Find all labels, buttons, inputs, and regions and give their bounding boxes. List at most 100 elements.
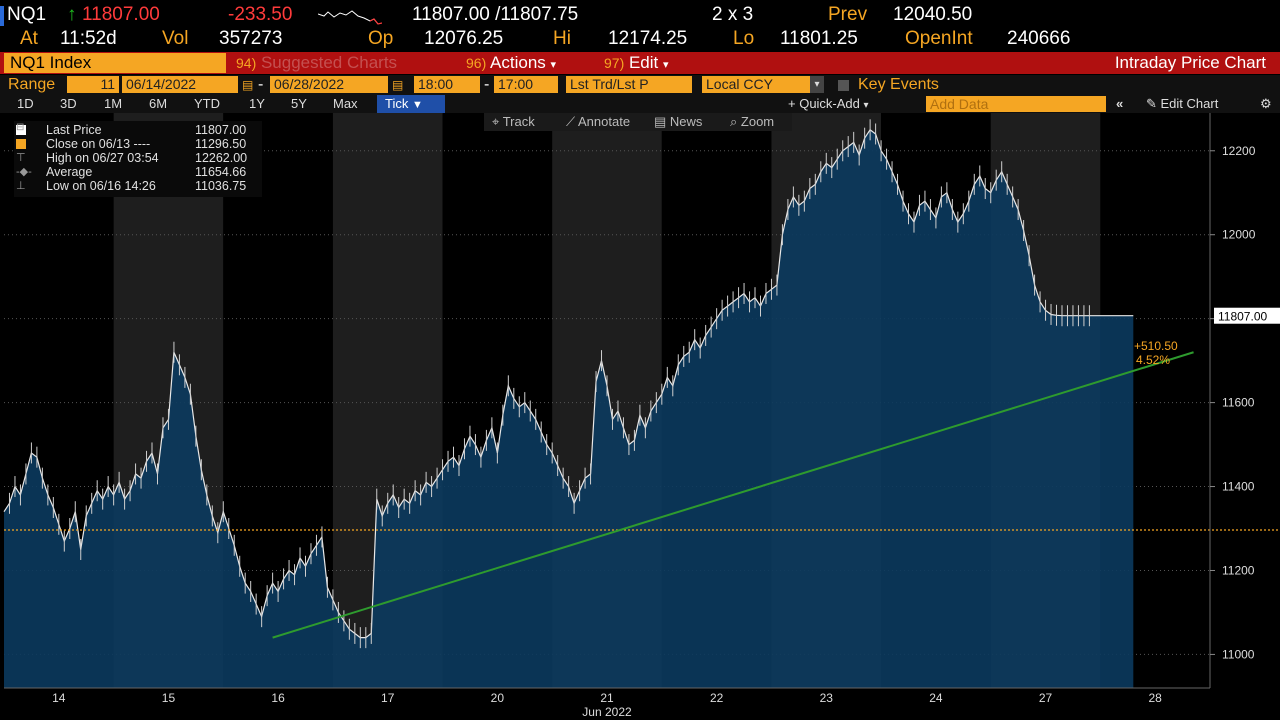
period-3d[interactable]: 3D	[60, 96, 77, 111]
prev-close: 12040.50	[893, 4, 973, 25]
news-button[interactable]: ▤ News	[654, 113, 702, 131]
y-tick-label: 11400	[1222, 480, 1255, 494]
suggested-charts-label: Suggested Charts	[260, 53, 398, 72]
vol-label: Vol	[162, 28, 189, 49]
y-tick-label: 11600	[1222, 396, 1255, 410]
period-ytd[interactable]: YTD	[194, 96, 220, 111]
ticker-symbol: NQ1	[7, 4, 47, 25]
calendar-icon[interactable]: ▤	[242, 78, 254, 92]
price-area-fill	[4, 129, 1134, 689]
crosshair-icon: ⌖	[492, 114, 503, 129]
period-6m[interactable]: 6M	[149, 96, 168, 111]
trendline-path	[272, 351, 1194, 639]
annotate-button[interactable]: ⟋ Annotate	[566, 113, 630, 131]
period-1m[interactable]: 1M	[104, 96, 123, 111]
x-tick-label: 16	[271, 691, 285, 705]
period-max[interactable]: Max	[333, 96, 358, 111]
last-price-tag-bg	[1214, 307, 1280, 324]
period-bar: 1D 3D 1M 6M YTD 1Y 5Y Max Tick ▼ + Quick…	[0, 95, 1280, 115]
trendline	[272, 351, 1194, 639]
end-time-field[interactable]: 17:00	[494, 76, 558, 93]
actions-label: Actions	[490, 53, 546, 72]
security-field[interactable]: NQ1 Index	[4, 53, 226, 73]
chevron-down-icon: ▼	[411, 99, 423, 111]
legend-label: Close on 06/13 ----	[46, 137, 151, 151]
news-label: News	[669, 114, 703, 129]
collapse-icon[interactable]: «	[1116, 96, 1124, 111]
volume: 357273	[219, 28, 283, 49]
edit-menu[interactable]: 97) Edit ▾	[604, 52, 669, 76]
suggested-charts-menu[interactable]: 94) Suggested Charts	[236, 52, 397, 74]
legend-label: Average	[46, 165, 93, 179]
legend-item[interactable]: Close on 06/13 ---- 11296.50	[14, 137, 262, 151]
period-5y[interactable]: 5Y	[291, 96, 307, 111]
pencil-icon: ✎	[1146, 96, 1161, 111]
legend-item[interactable]: Last Price 11807.00	[14, 123, 262, 137]
chevron-down-icon[interactable]: ▾	[810, 76, 824, 93]
low-price: 11801.25	[780, 28, 858, 49]
open-price: 12076.25	[424, 28, 504, 49]
open-interest-label: OpenInt	[905, 28, 973, 49]
open-interest: 240666	[1007, 28, 1071, 49]
calendar-icon[interactable]: ▤	[392, 78, 404, 92]
ticker-marker	[0, 6, 4, 26]
edit-chart-label: Edit Chart	[1160, 96, 1219, 111]
high-label: Hi	[553, 28, 571, 49]
quick-add-menu[interactable]: + Quick-Add ▾	[788, 95, 869, 115]
quote-header-row2: At 11:52d Vol 357273 Op 12076.25 Hi 1217…	[0, 28, 1280, 52]
x-tick-label: 24	[929, 691, 943, 705]
open-label: Op	[368, 28, 394, 49]
legend-label: Low on 06/16 14:26	[46, 179, 156, 193]
low-marker-icon: ⊥	[16, 180, 26, 192]
legend-label: Last Price	[46, 123, 102, 137]
range-value-field[interactable]: 11	[67, 76, 119, 93]
sparkline-icon	[318, 10, 382, 25]
quote-header-row1: NQ1 ↑ 11807.00 -233.50 11807.00 /11807.7…	[0, 4, 1280, 30]
y-tick-label: 11000	[1222, 647, 1255, 661]
x-tick-label: 14	[52, 691, 66, 705]
y-axis: 1100011200114001160011800120001220011807…	[1209, 113, 1280, 688]
currency-select[interactable]: Local CCY	[702, 76, 810, 93]
period-1d[interactable]: 1D	[17, 96, 34, 111]
edit-chart-button[interactable]: ✎ Edit Chart	[1146, 95, 1218, 113]
start-time-field[interactable]: 18:00	[414, 76, 480, 93]
zoom-button[interactable]: ⌕ Zoom	[730, 113, 774, 131]
high-marker-icon: ⊤	[16, 152, 26, 164]
legend-item[interactable]: ⊥ Low on 06/16 14:26 11036.75	[14, 179, 262, 193]
news-icon: ▤	[654, 114, 670, 129]
start-date-field[interactable]: 06/14/2022	[122, 76, 238, 93]
add-data-input[interactable]: Add Data	[926, 96, 1106, 112]
gear-icon[interactable]: ⚙	[1260, 96, 1272, 111]
legend-item[interactable]: -◆- Average 11654.66	[14, 165, 262, 179]
legend-item[interactable]: ⊤ High on 06/27 03:54 12262.00	[14, 151, 262, 165]
x-axis-label: Jun 2022	[582, 705, 632, 719]
chevron-down-icon: ▾	[863, 100, 869, 111]
key-events-checkbox[interactable]	[838, 80, 849, 91]
annotations: +510.504.52%	[1134, 339, 1178, 367]
x-axis: 14 15 16 17 20 21 22 23 24 27 28 Jun 2022	[4, 687, 1210, 719]
end-date-field[interactable]: 06/28/2022	[270, 76, 388, 93]
actions-menu[interactable]: 96) Actions ▾	[466, 52, 556, 76]
period-tick-label: Tick	[385, 96, 409, 111]
x-tick-label: 15	[162, 691, 176, 705]
function-title: Intraday Price Chart	[1114, 53, 1266, 72]
chart-toolbar: ⌖ Track ⟋ Annotate ▤ News ⌕ Zoom	[484, 113, 792, 131]
y-tick-label: 12000	[1222, 228, 1256, 242]
period-1y[interactable]: 1Y	[249, 96, 265, 111]
up-arrow-icon: ↑	[67, 4, 77, 25]
zoom-label: Zoom	[740, 114, 775, 129]
quick-add-label: + Quick-Add	[788, 96, 860, 111]
legend-value: 11296.50	[195, 137, 247, 151]
price-chart[interactable]: 1100011200114001160011800120001220011807…	[0, 113, 1280, 720]
track-label: Track	[502, 114, 535, 129]
price-field-select[interactable]: Lst Trd/Lst P	[566, 76, 692, 93]
x-tick-label: 27	[1039, 691, 1053, 705]
magnifier-icon: ⌕	[730, 114, 741, 129]
collapse-legend-icon[interactable]: ⊟	[16, 122, 25, 133]
y-tick-label: 11200	[1222, 563, 1255, 577]
period-tick[interactable]: Tick ▼	[377, 95, 445, 114]
price-change: -233.50	[228, 4, 293, 25]
command-bar: NQ1 Index 94) Suggested Charts 96) Actio…	[0, 52, 1280, 74]
track-button[interactable]: ⌖ Track	[492, 113, 535, 131]
low-label: Lo	[733, 28, 755, 49]
